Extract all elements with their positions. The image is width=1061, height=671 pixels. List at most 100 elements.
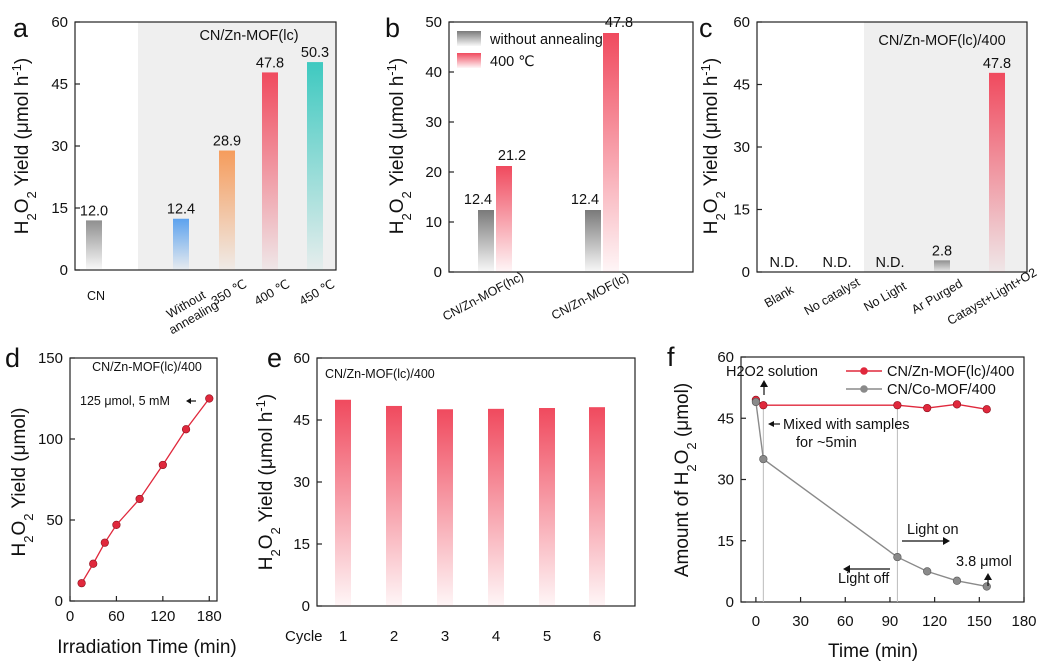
bar [86,220,102,270]
y-tick-label: 30 [733,139,750,156]
y-axis-title-part: O [12,198,33,213]
y-axis-title-part: ) [12,58,33,64]
data-point [181,425,191,434]
y-tick-label: 50 [425,14,442,31]
y-axis-title-part: Yield (μmol) [9,408,30,514]
y-axis-title-part: O [672,450,693,465]
x-tick-label: 180 [197,608,222,625]
x-tick-label: 0 [66,608,74,625]
y-axis-title-part: ) [701,58,722,64]
y-axis-title-part: Yield (μmol h [12,76,33,192]
category-label: 5 [543,628,551,645]
y-axis-title-part: 2 [21,536,36,543]
annotation: 125 μmol, 5 mM [80,394,170,408]
plot-frame [448,21,694,273]
annotation: 3.8 μmol [956,554,1012,570]
data-point [158,460,167,470]
bar [219,150,235,270]
y-axis-title: H2O2 Yield (μmol h-1) [253,394,283,570]
annotation: Light off [838,571,890,587]
category-label: Withoutannealing [159,285,220,337]
y-tick-label: 15 [293,536,310,553]
y-axis-title-part: H [387,220,408,234]
bar [539,408,555,606]
y-axis-title-part: H [701,220,722,234]
data-point [893,401,902,410]
data-point [893,552,902,562]
y-tick-label: 60 [733,14,750,31]
x-tick-label: 150 [967,613,992,630]
category-label: 6 [593,628,601,645]
data-point [205,394,214,403]
category-label: No Light [861,279,909,315]
panel-letter-c: c [699,13,713,43]
y-axis-title-part: O [701,198,722,213]
category-label: Catayst+Light+O2 [945,265,1039,328]
bar-value-label: 12.4 [571,192,599,208]
y-tick-label: 20 [425,164,442,181]
x-tick-label: 60 [837,613,854,630]
y-tick-label: 150 [38,350,63,367]
y-axis-title-part: Yield (μmol h [701,76,722,192]
data-point [982,405,991,414]
y-axis-title-part: H [256,556,277,570]
bar [478,210,494,272]
y-tick-label: 60 [293,350,310,367]
category-label: CN [87,289,105,303]
data-point [952,400,962,409]
bar-value-label: 12.0 [80,203,108,219]
y-tick-label: 50 [46,512,63,529]
panel-letter-b: b [385,13,400,43]
y-axis-title: H2O2 Yield (μmol) [9,408,36,557]
annotation: for ~5min [796,435,857,451]
panel-a-title: CN/Zn-MOF(lc) [199,28,298,44]
bar [603,33,619,272]
y-tick-label: 30 [717,472,734,489]
y-axis-title-part: O [256,534,277,549]
y-tick-label: 0 [60,262,68,279]
y-tick-label: 60 [717,349,734,366]
data-point [751,397,760,407]
y-axis-title-part: 2 [268,527,283,534]
y-axis-title-part: -1 [253,400,268,412]
bar-value-label: 12.4 [167,202,195,218]
bar-value-label: 50.3 [301,45,329,61]
bar [989,72,1005,272]
y-axis-title-part: -1 [698,64,713,76]
x-axis-title: Irradiation Time (min) [57,637,237,658]
y-tick-label: 15 [733,202,750,219]
data-point [112,520,121,529]
annotation-arrowhead [186,398,191,404]
bar [307,62,323,270]
y-axis-title-part: -1 [9,64,24,76]
series-line [81,398,210,584]
category-label: 400 ℃ [252,277,292,308]
legend-label: CN/Zn-MOF(lc)/400 [887,364,1014,380]
x-tick-label: 60 [108,608,125,625]
y-axis-title-part: 2 [684,442,699,449]
y-tick-label: 30 [425,114,442,131]
y-axis-title-part: H [9,543,30,557]
y-axis-title-part: 2 [684,464,699,471]
y-tick-label: 40 [425,64,442,81]
bar [589,407,605,606]
legend-swatch [457,53,481,68]
bar-value-label: 12.4 [464,192,492,208]
y-tick-label: 0 [434,264,442,281]
y-axis-title-part: 2 [24,213,39,220]
bar [934,260,950,272]
legend-swatch [457,31,481,46]
data-point [923,403,932,413]
bar [488,408,504,606]
bar [496,166,512,272]
y-tick-label: 45 [717,410,734,427]
y-tick-label: 45 [733,77,750,94]
data-point [100,538,109,547]
bar-value-label: 2.8 [932,243,952,259]
bar-value-label: 47.8 [256,55,284,71]
panel-letter-d: d [5,343,20,373]
data-point [923,567,932,576]
y-axis-title-part: 2 [713,213,728,220]
annotation: Mixed with samples [783,417,910,433]
y-tick-label: 100 [38,431,63,448]
